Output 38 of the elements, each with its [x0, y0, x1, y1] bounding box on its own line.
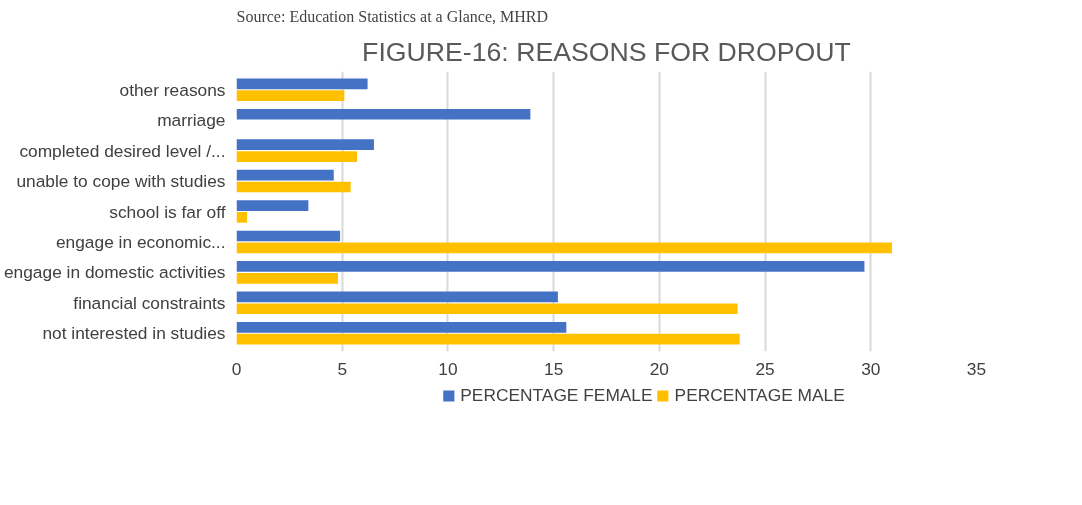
y-tick-label: completed desired level /...: [19, 140, 226, 161]
y-tick-label: marriage: [157, 110, 226, 131]
y-tick-label: financial constraints: [73, 292, 226, 313]
x-tick-label: 5: [337, 358, 348, 379]
bar: [236, 261, 865, 272]
bar: [236, 108, 531, 120]
x-tick-label: 35: [966, 358, 987, 379]
y-tick-label: engage in domestic activities: [3, 262, 226, 283]
y-tick-label: unable to cope with studies: [16, 171, 226, 192]
bar: [236, 169, 334, 181]
source-note: Source: Education Statistics at a Glance, MHRD: [236, 7, 548, 25]
bar: [236, 139, 374, 151]
x-tick-label: 20: [649, 358, 669, 379]
bar: [236, 321, 567, 333]
bar: [236, 212, 248, 223]
bar: [236, 291, 558, 303]
bar: [236, 333, 740, 345]
bar: [236, 200, 309, 211]
x-tick-label: 25: [755, 358, 775, 379]
bar: [236, 272, 338, 284]
bar: [236, 151, 358, 162]
y-tick-label: not interested in studies: [42, 323, 226, 344]
x-tick-label: 15: [544, 358, 564, 379]
x-tick-label: 10: [438, 358, 458, 379]
bar: [236, 78, 368, 90]
bar: [236, 230, 341, 242]
bar: [236, 181, 351, 193]
x-tick-label: 30: [861, 358, 881, 379]
bar: [236, 303, 738, 315]
y-tick-label: engage in economic...: [55, 231, 226, 252]
chart-title: FIGURE-16: REASONS FOR DROPOUT: [362, 36, 851, 67]
bar: [236, 90, 345, 102]
bar: [236, 242, 892, 254]
legend-label: PERCENTAGE FEMALE: [460, 384, 653, 406]
y-tick-label: other reasons: [119, 79, 226, 100]
x-tick-label: 0: [231, 358, 242, 379]
legend-label: PERCENTAGE MALE: [674, 384, 845, 406]
y-tick-label: school is far off: [109, 201, 226, 222]
